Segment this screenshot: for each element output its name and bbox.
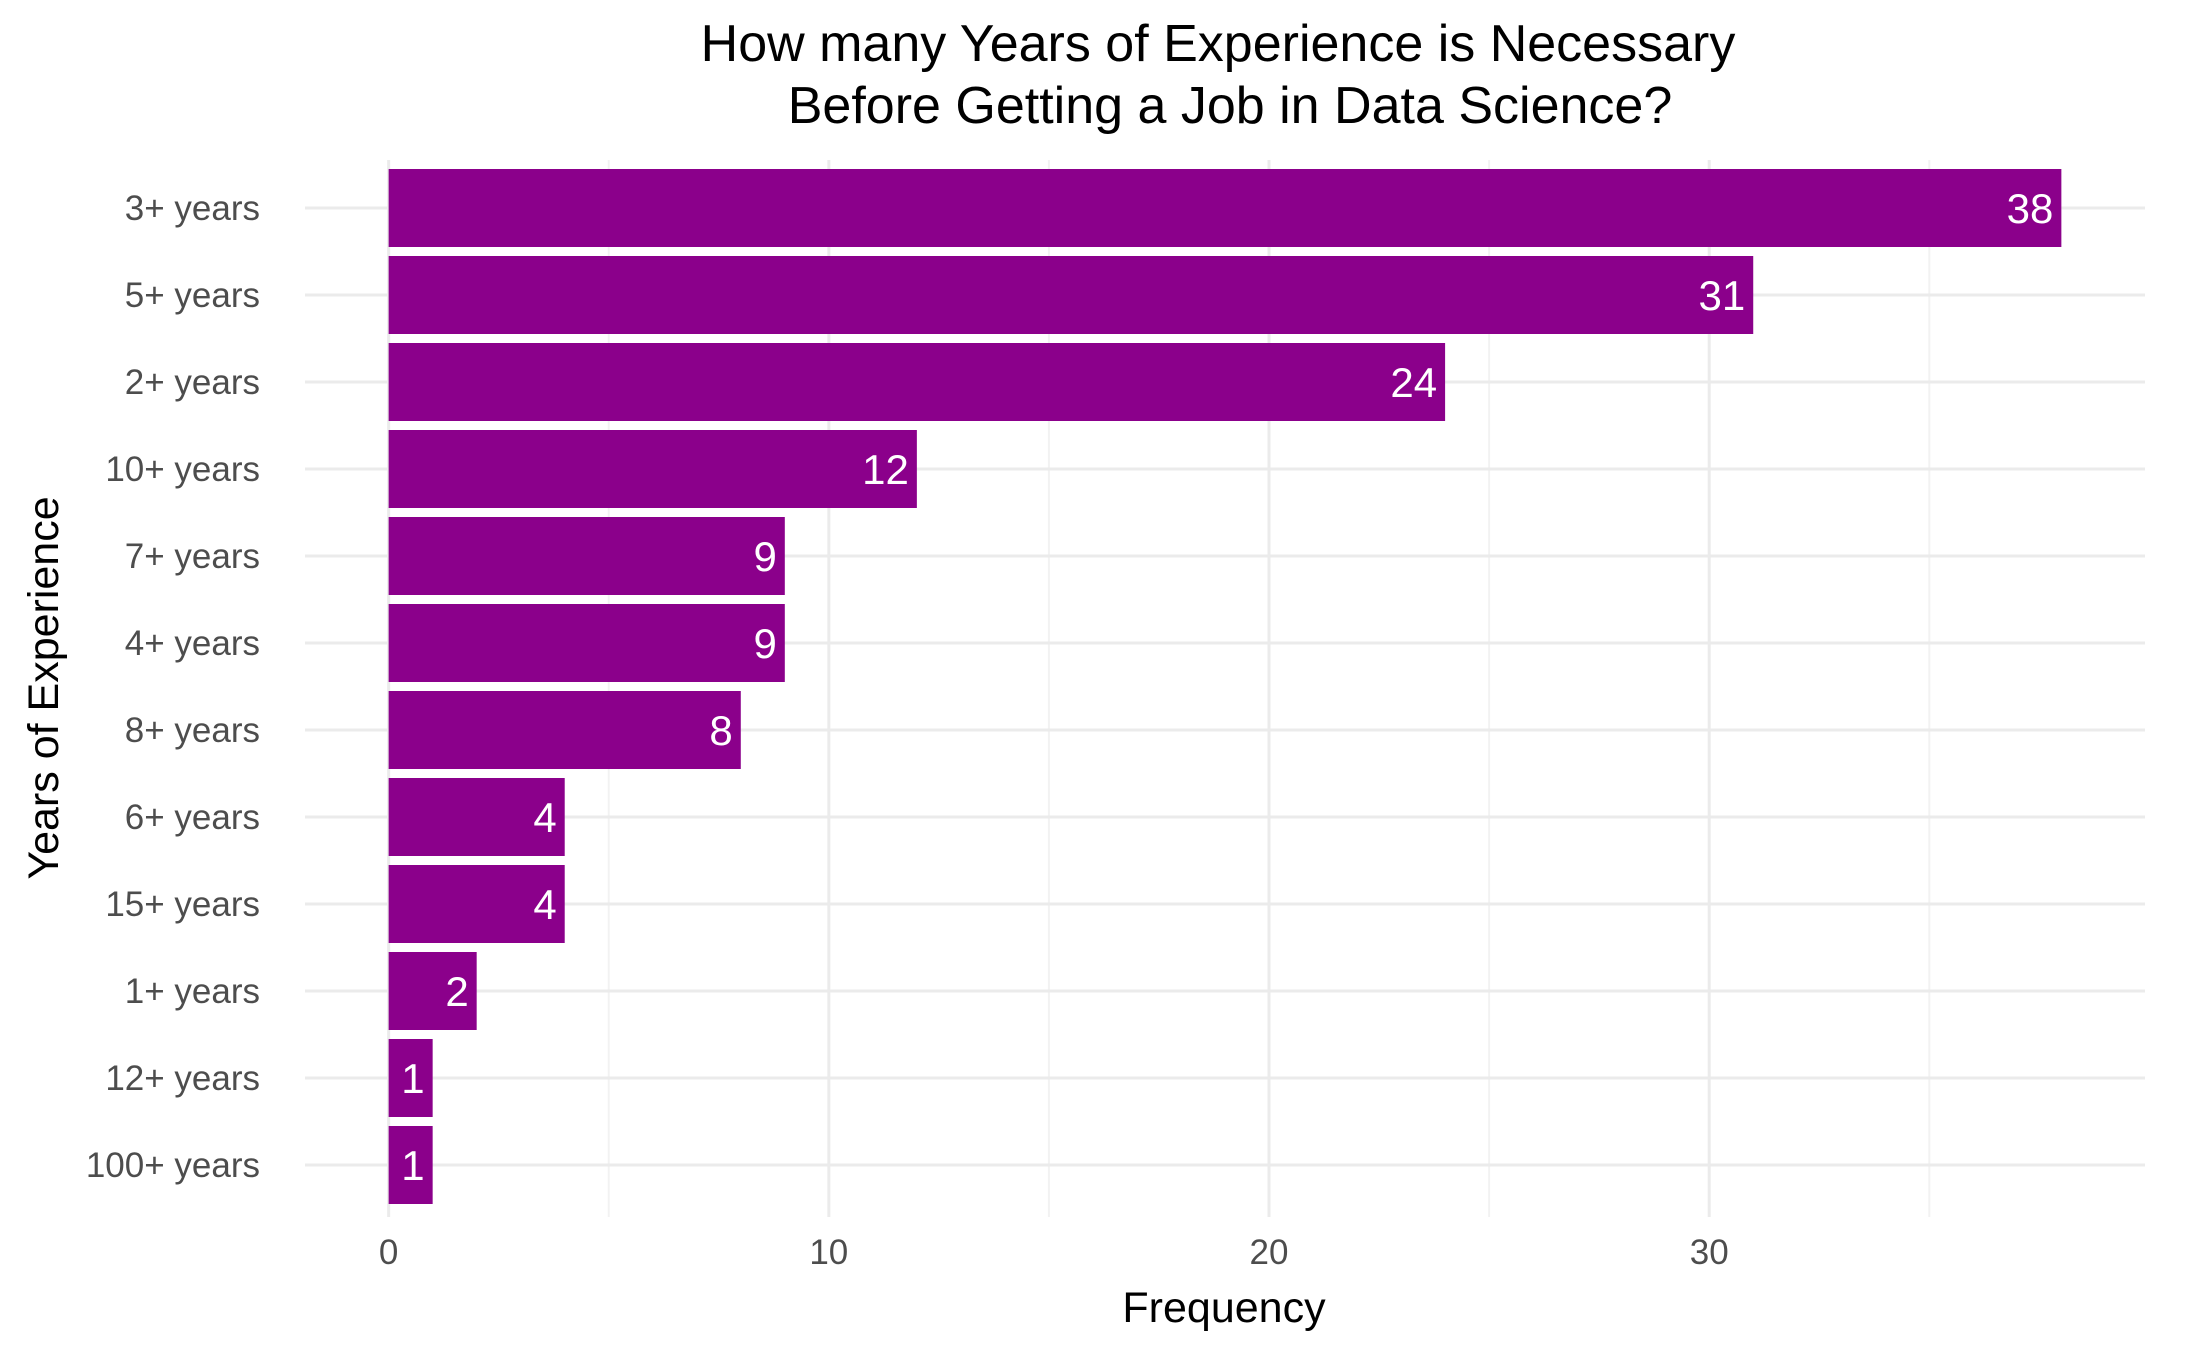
- y-tick-label: 5+ years: [125, 276, 260, 315]
- bar: [388, 1039, 433, 1117]
- bar: [388, 169, 2062, 247]
- bar: [388, 691, 741, 769]
- x-tick-label: 20: [1250, 1233, 1289, 1272]
- y-tick-label: 100+ years: [86, 1146, 260, 1185]
- x-axis-title: Frequency: [1122, 1284, 1326, 1332]
- bar: [388, 865, 565, 943]
- bar-value-label: 12: [862, 446, 909, 493]
- bar: [388, 778, 565, 856]
- bar-value-label: 1: [401, 1055, 424, 1102]
- bar: [388, 1126, 433, 1204]
- y-tick-label: 3+ years: [125, 189, 260, 228]
- bar: [388, 256, 1754, 334]
- x-tick-label: 30: [1690, 1233, 1729, 1272]
- chart-title-line-1: How many Years of Experience is Necessar…: [701, 15, 1736, 73]
- bar-value-label: 8: [709, 707, 732, 754]
- y-tick-label: 15+ years: [105, 885, 260, 924]
- y-tick-label: 8+ years: [125, 711, 260, 750]
- bar: [388, 604, 785, 682]
- bar: [388, 430, 917, 508]
- y-tick-label: 7+ years: [125, 537, 260, 576]
- bar-value-label: 31: [1699, 272, 1746, 319]
- bar-value-label: 1: [401, 1142, 424, 1189]
- bars: [388, 169, 2062, 1204]
- y-tick-label: 2+ years: [125, 363, 260, 402]
- x-tick-label: 0: [379, 1233, 398, 1272]
- y-tick-label: 4+ years: [125, 624, 260, 663]
- bar-value-label: 4: [533, 881, 556, 928]
- y-tick-label: 10+ years: [105, 450, 260, 489]
- bar-value-label: 38: [2007, 185, 2054, 232]
- bar-value-label: 24: [1390, 359, 1437, 406]
- bar: [388, 952, 477, 1030]
- bar-value-label: 9: [753, 533, 776, 580]
- y-tick-label: 12+ years: [105, 1059, 260, 1098]
- y-tick-label: 6+ years: [125, 798, 260, 837]
- bar: [388, 517, 785, 595]
- bar: [388, 343, 1446, 421]
- bar-value-label: 9: [753, 620, 776, 667]
- bar-value-label: 4: [533, 794, 556, 841]
- bar-value-label: 2: [445, 968, 468, 1015]
- y-tick-label: 1+ years: [125, 972, 260, 1011]
- chart-title-line-2: Before Getting a Job in Data Science?: [788, 77, 1673, 135]
- y-axis-title: Years of Experience: [20, 496, 68, 879]
- x-tick-label: 10: [809, 1233, 848, 1272]
- x-axis-tick-labels: 0 10 20 30: [379, 1233, 1729, 1272]
- y-axis-tick-labels: 3+ years 5+ years 2+ years 10+ years 7+ year…: [86, 189, 260, 1185]
